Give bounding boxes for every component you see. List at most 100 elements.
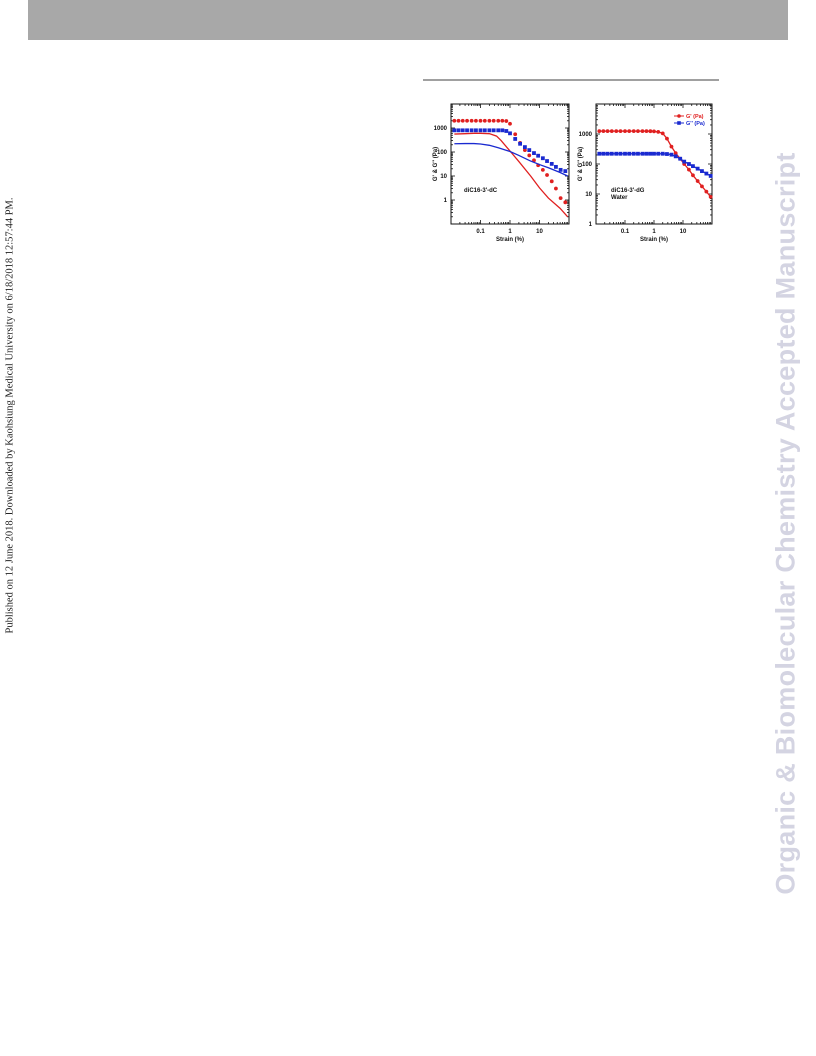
data-point xyxy=(487,128,492,133)
data-point xyxy=(618,151,623,156)
series-line xyxy=(454,142,568,177)
data-point xyxy=(631,129,636,133)
data-point xyxy=(665,152,669,156)
x-tick-label: 10 xyxy=(536,229,543,235)
data-point xyxy=(469,128,474,133)
data-point xyxy=(609,129,614,133)
data-point xyxy=(601,151,606,156)
data-point xyxy=(695,179,700,183)
data-point xyxy=(609,151,614,156)
data-point xyxy=(636,151,640,156)
data-point xyxy=(640,129,645,133)
data-point xyxy=(618,129,623,133)
data-point xyxy=(469,118,474,123)
annotation-label: diC16-3'-dC xyxy=(464,188,498,194)
x-axis-label: Strain (%) xyxy=(640,237,668,243)
x-tick-label: 1 xyxy=(652,229,656,235)
legend-marker xyxy=(677,114,681,118)
series-line xyxy=(454,132,569,218)
data-point xyxy=(527,148,532,152)
x-tick-label: 0.1 xyxy=(476,229,485,235)
data-point xyxy=(691,164,695,169)
data-point xyxy=(691,173,695,178)
data-point xyxy=(545,173,549,177)
chart-panel-2 xyxy=(595,103,713,225)
data-point xyxy=(708,174,713,178)
data-point xyxy=(496,118,501,123)
data-point xyxy=(504,119,509,123)
data-point xyxy=(648,151,653,156)
data-point xyxy=(700,184,704,189)
data-point xyxy=(627,151,632,156)
data-point xyxy=(669,152,674,157)
data-point xyxy=(508,121,512,126)
data-point xyxy=(496,128,501,133)
chart-panel-1 xyxy=(450,103,570,225)
data-point xyxy=(540,156,545,161)
data-point xyxy=(623,151,627,156)
data-point xyxy=(700,169,704,173)
data-point xyxy=(687,162,691,166)
data-point xyxy=(665,136,669,141)
data-point xyxy=(708,195,713,199)
data-point xyxy=(673,151,678,156)
data-point xyxy=(563,200,568,205)
data-point xyxy=(474,128,478,133)
data-point xyxy=(478,118,483,123)
data-point xyxy=(597,151,602,156)
y-axis-label: G' & G'' (Pa) xyxy=(433,147,439,181)
data-point xyxy=(614,151,619,156)
data-point xyxy=(558,196,563,200)
data-point xyxy=(487,118,492,123)
x-tick-label: 10 xyxy=(680,229,687,235)
data-point xyxy=(518,141,523,146)
data-point xyxy=(640,151,645,156)
data-point xyxy=(549,161,554,166)
data-point xyxy=(456,118,461,123)
data-point xyxy=(644,129,649,133)
data-point xyxy=(532,151,536,155)
data-point xyxy=(660,151,665,156)
data-point xyxy=(465,118,469,123)
y-tick-label: 100 xyxy=(582,162,593,168)
y-tick-label: 1 xyxy=(444,198,448,204)
data-point xyxy=(656,129,661,134)
data-point xyxy=(627,129,632,133)
annotation-label: Water xyxy=(611,195,628,201)
data-point xyxy=(460,118,465,123)
data-point xyxy=(540,167,545,172)
top-rule xyxy=(423,79,719,81)
data-point xyxy=(465,128,469,133)
data-point xyxy=(554,164,558,169)
data-point xyxy=(500,118,505,123)
data-point xyxy=(673,154,678,159)
data-point xyxy=(482,118,487,123)
data-point xyxy=(513,132,518,137)
data-point xyxy=(682,159,687,164)
legend-marker xyxy=(677,121,681,125)
data-point xyxy=(687,167,691,172)
data-point xyxy=(614,129,619,133)
header-bar xyxy=(28,0,788,40)
data-point xyxy=(652,151,656,156)
y-axis-label: G' & G'' (Pa) xyxy=(578,147,584,181)
data-point xyxy=(456,128,461,133)
data-point xyxy=(605,151,610,156)
data-point xyxy=(491,128,496,133)
data-point xyxy=(523,148,527,152)
y-tick-label: 10 xyxy=(440,174,447,180)
y-tick-label: 1000 xyxy=(579,132,593,138)
x-tick-label: 1 xyxy=(508,229,512,235)
data-point xyxy=(527,153,532,158)
data-point xyxy=(482,128,487,133)
data-point xyxy=(669,144,674,149)
data-point xyxy=(563,169,568,174)
data-point xyxy=(631,151,636,156)
data-point xyxy=(549,179,554,184)
data-point xyxy=(644,151,649,156)
y-tick-label: 100 xyxy=(437,150,448,156)
data-point xyxy=(508,131,512,136)
data-point xyxy=(513,137,518,141)
data-point xyxy=(660,131,665,136)
